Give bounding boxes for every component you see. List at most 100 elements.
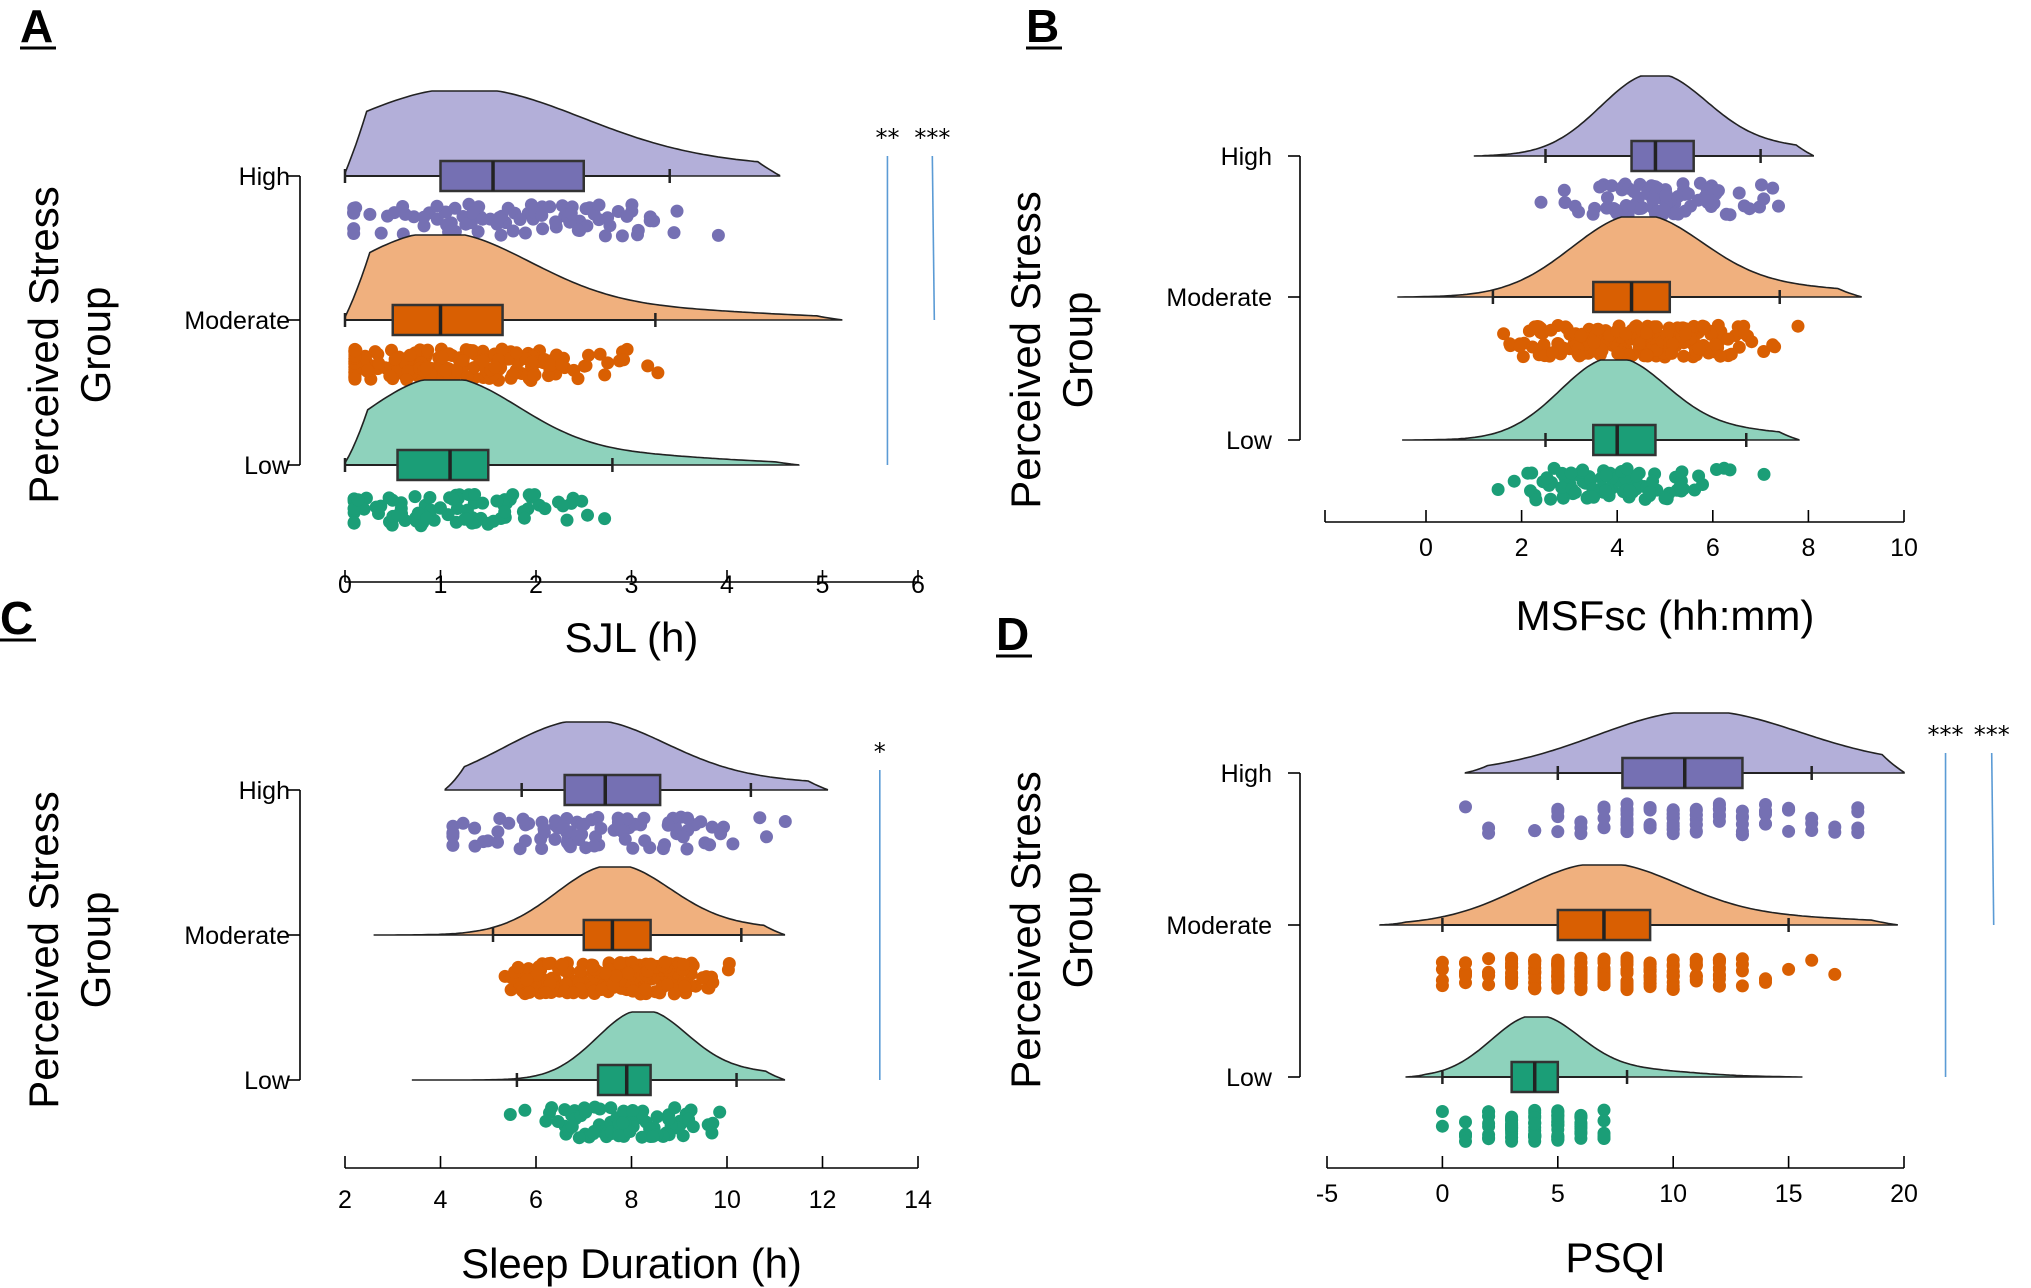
- data-point: [1658, 491, 1672, 505]
- data-point: [1643, 821, 1657, 835]
- data-point: [1574, 967, 1588, 981]
- data-point: [347, 227, 361, 240]
- data-point: [1646, 474, 1660, 488]
- data-point: [347, 516, 361, 529]
- data-point: [1482, 978, 1496, 992]
- data-point: [579, 1105, 593, 1119]
- data-point: [1558, 196, 1572, 209]
- data-point: [476, 212, 490, 226]
- data-point: [1534, 195, 1548, 209]
- density-cloud-high: [444, 721, 829, 791]
- data-point: [491, 835, 504, 849]
- density-cloud-low: [411, 1011, 786, 1081]
- data-point: [1640, 326, 1653, 340]
- significance-label: ***: [1974, 721, 2010, 749]
- data-point: [1828, 967, 1842, 981]
- data-point: [1459, 956, 1472, 970]
- data-point: [494, 228, 508, 242]
- data-point: [615, 229, 629, 243]
- data-point: [544, 358, 558, 372]
- data-point: [1574, 1125, 1588, 1139]
- data-point: [662, 1112, 676, 1126]
- x-tick-label: 10: [1890, 534, 1918, 562]
- data-point: [579, 202, 593, 216]
- x-axis-label: SJL (h): [565, 614, 699, 661]
- data-point: [1620, 825, 1634, 839]
- data-point: [518, 834, 532, 848]
- data-point: [598, 512, 612, 526]
- data-point: [1528, 955, 1542, 969]
- data-point: [372, 356, 386, 370]
- data-point: [448, 201, 462, 215]
- data-point: [564, 206, 578, 220]
- data-point: [408, 490, 422, 504]
- data-point: [706, 1116, 720, 1130]
- data-point: [670, 204, 684, 218]
- data-point: [620, 209, 634, 223]
- data-point: [506, 368, 520, 382]
- data-point: [582, 348, 595, 362]
- data-point: [1482, 1117, 1496, 1130]
- x-tick-label: 12: [809, 1186, 837, 1214]
- x-tick-label: 10: [1659, 1180, 1687, 1208]
- data-point: [1435, 979, 1449, 993]
- data-point: [1574, 329, 1588, 343]
- data-point: [438, 363, 452, 377]
- data-point: [391, 508, 405, 522]
- data-point: [650, 1110, 664, 1124]
- data-point: [1724, 347, 1738, 361]
- data-point: [667, 226, 681, 240]
- data-point: [778, 815, 792, 828]
- panel-D: D Perceived Stress Group -5 0 5 10 15 20 PSQI High…: [996, 608, 2010, 1281]
- data-point: [1666, 819, 1680, 833]
- data-point: [1735, 979, 1749, 993]
- box-moderate: [582, 918, 652, 952]
- x-tick-label: 2: [338, 1186, 352, 1214]
- panel-letter: B: [1026, 0, 1059, 52]
- data-point: [1713, 349, 1727, 363]
- data-point: [705, 1126, 719, 1140]
- data-point: [1732, 186, 1746, 200]
- data-point: [1568, 486, 1582, 499]
- x-tick-label: 20: [1890, 1180, 1918, 1208]
- data-point: [1528, 982, 1542, 996]
- data-point: [423, 491, 437, 504]
- data-point: [1666, 953, 1680, 967]
- data-point: [506, 224, 520, 238]
- data-point: [1568, 199, 1582, 213]
- data-point: [1673, 480, 1687, 494]
- data-point: [417, 210, 431, 224]
- data-point: [1544, 323, 1558, 337]
- data-point: [383, 369, 397, 383]
- category-label: Low: [1226, 1064, 1273, 1092]
- x-tick-label: 8: [1801, 534, 1815, 562]
- data-point: [518, 1103, 532, 1117]
- data-point: [1679, 327, 1693, 341]
- data-point: [382, 491, 396, 505]
- data-point: [1757, 345, 1771, 358]
- data-point: [560, 513, 574, 527]
- y-axis-label: Perceived Stress: [1002, 771, 1049, 1088]
- data-point: [1544, 492, 1558, 506]
- data-point: [1597, 1114, 1611, 1128]
- data-point: [1546, 346, 1559, 360]
- data-point: [1712, 969, 1726, 983]
- box-high: [563, 773, 662, 807]
- data-point: [1574, 983, 1588, 997]
- data-point: [1435, 1119, 1449, 1133]
- data-point: [1525, 466, 1539, 480]
- data-point: [1627, 185, 1641, 199]
- significance-bracket: [1990, 752, 1995, 926]
- category-label: Moderate: [1166, 284, 1272, 312]
- data-point: [1675, 465, 1689, 479]
- y-axis-label: Perceived Stress: [1002, 191, 1049, 508]
- data-point: [1555, 481, 1569, 494]
- data-point: [556, 819, 570, 833]
- x-tick-label: 1: [434, 571, 448, 599]
- data-point: [1513, 339, 1527, 353]
- data-point: [686, 1120, 700, 1134]
- data-point: [713, 1105, 727, 1119]
- data-point: [1482, 952, 1496, 966]
- data-point: [1657, 203, 1671, 217]
- data-point: [420, 511, 434, 525]
